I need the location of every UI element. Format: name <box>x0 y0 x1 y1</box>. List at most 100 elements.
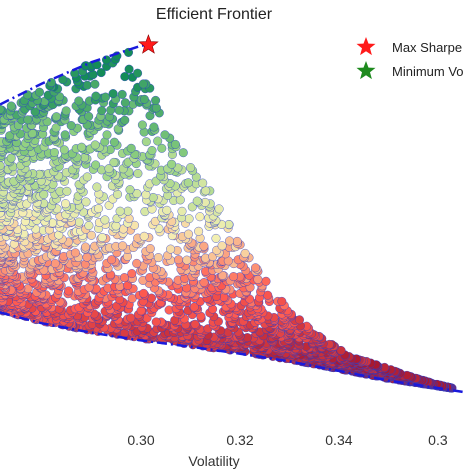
portfolio-point <box>60 199 71 209</box>
portfolio-point <box>81 197 91 207</box>
portfolio-point <box>61 106 71 116</box>
portfolio-point <box>189 302 199 312</box>
portfolio-point <box>277 296 287 306</box>
portfolio-point <box>192 196 202 206</box>
portfolio-point <box>141 137 151 147</box>
legend-max-sharpe-star-icon <box>356 37 376 56</box>
portfolio-point <box>178 148 188 158</box>
portfolio-point <box>124 64 134 74</box>
portfolio-point <box>66 120 76 131</box>
portfolio-point <box>139 288 149 298</box>
portfolio-point <box>60 130 70 140</box>
portfolio-point <box>141 190 151 200</box>
portfolio-point <box>199 241 209 251</box>
portfolio-point <box>82 80 92 90</box>
x-tick-label: 0.34 <box>325 432 352 448</box>
portfolio-point <box>74 96 84 106</box>
portfolio-point <box>127 269 137 279</box>
portfolio-scatter <box>0 47 457 393</box>
portfolio-point <box>74 217 84 227</box>
portfolio-point <box>214 204 224 214</box>
portfolio-point <box>80 153 90 163</box>
portfolio-point <box>137 120 147 130</box>
x-axis-label: Volatility <box>188 453 239 469</box>
portfolio-point <box>50 258 60 269</box>
portfolio-point <box>149 122 159 132</box>
portfolio-point <box>108 89 118 99</box>
portfolio-point <box>120 115 130 125</box>
portfolio-point <box>120 98 130 108</box>
portfolio-point <box>91 160 101 170</box>
portfolio-point <box>195 212 205 222</box>
portfolio-point <box>139 231 149 241</box>
portfolio-point <box>100 92 111 102</box>
portfolio-point <box>250 263 261 273</box>
portfolio-point <box>64 286 74 296</box>
portfolio-point <box>49 147 59 158</box>
portfolio-point <box>151 103 161 113</box>
portfolio-point <box>104 164 114 174</box>
portfolio-point <box>62 186 72 196</box>
portfolio-point <box>217 270 228 280</box>
portfolio-point <box>183 229 194 239</box>
portfolio-point <box>186 163 196 173</box>
portfolio-point <box>145 244 155 254</box>
portfolio-point <box>120 72 130 82</box>
portfolio-point <box>224 236 235 246</box>
portfolio-point <box>157 143 167 153</box>
legend-label-minimum-volatility: Minimum Vo <box>392 64 464 79</box>
portfolio-point <box>101 55 112 65</box>
portfolio-point <box>30 107 40 117</box>
efficient-frontier-upper-line <box>0 43 149 106</box>
portfolio-point <box>51 112 61 122</box>
portfolio-point <box>133 168 143 179</box>
portfolio-point <box>86 230 96 240</box>
portfolio-point <box>114 105 124 115</box>
portfolio-point <box>336 345 346 356</box>
x-axis-ticks: 0.30 0.32 0.34 0.3 <box>127 432 447 448</box>
portfolio-point <box>23 115 33 125</box>
portfolio-point <box>109 157 119 167</box>
portfolio-point <box>112 189 123 199</box>
portfolio-point <box>232 236 242 246</box>
portfolio-point <box>198 178 208 188</box>
portfolio-point <box>153 136 163 146</box>
portfolio-point <box>117 89 127 99</box>
portfolio-point <box>160 130 170 140</box>
portfolio-point <box>123 206 133 216</box>
portfolio-point <box>6 153 16 163</box>
portfolio-point <box>34 87 45 97</box>
portfolio-point <box>194 226 204 236</box>
portfolio-point <box>174 255 184 265</box>
portfolio-point <box>100 215 110 225</box>
portfolio-point <box>167 159 177 169</box>
portfolio-point <box>294 315 305 325</box>
portfolio-point <box>240 248 250 258</box>
portfolio-point <box>90 79 100 89</box>
portfolio-point <box>139 94 149 104</box>
portfolio-point <box>84 111 94 121</box>
portfolio-point <box>147 145 157 156</box>
portfolio-point <box>109 137 119 147</box>
portfolio-point <box>261 276 271 286</box>
portfolio-point <box>151 95 161 105</box>
portfolio-point <box>51 123 61 133</box>
max-sharpe-star-marker <box>138 34 159 54</box>
portfolio-point <box>118 241 128 251</box>
portfolio-point <box>184 214 194 224</box>
portfolio-point <box>228 272 239 282</box>
portfolio-point <box>6 101 16 111</box>
portfolio-point <box>92 182 102 192</box>
portfolio-point <box>70 248 80 258</box>
portfolio-point <box>201 186 211 196</box>
portfolio-point <box>97 232 107 243</box>
efficient-frontier-lower-line <box>0 311 463 394</box>
portfolio-point <box>82 252 92 262</box>
x-tick-label: 0.3 <box>428 432 448 448</box>
portfolio-point <box>217 241 227 251</box>
legend: Max Sharpe Minimum Vo <box>356 37 464 80</box>
portfolio-point <box>107 255 117 265</box>
portfolio-point <box>82 172 92 182</box>
portfolio-point <box>91 91 101 101</box>
portfolio-point <box>183 178 193 188</box>
